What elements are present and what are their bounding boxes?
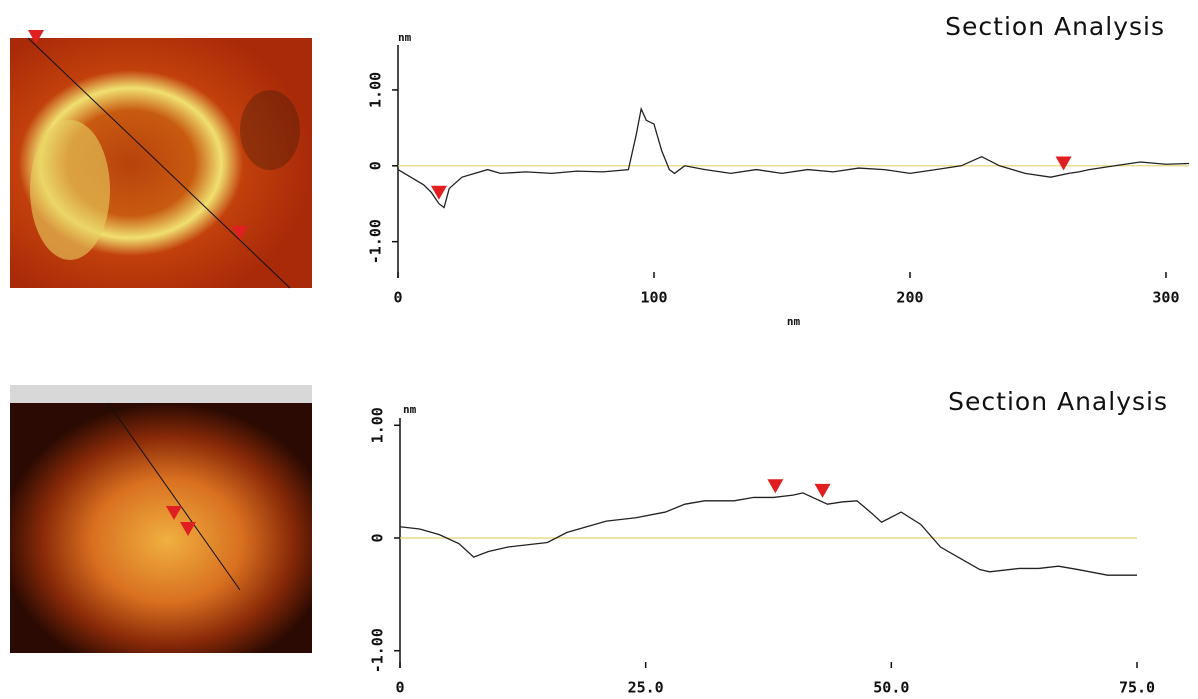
- y-tick-label: -1.00: [367, 219, 385, 264]
- x-axis-label: nm: [787, 315, 801, 328]
- x-tick-label: 100: [640, 289, 667, 307]
- x-tick-label: 25.0: [628, 679, 664, 697]
- section-marker: [430, 185, 447, 200]
- section-marker: [814, 483, 831, 498]
- chart-title: Section Analysis: [945, 12, 1165, 41]
- profile-line: [397, 106, 1190, 209]
- x-tick-label: 300: [1152, 289, 1179, 307]
- section-marker: [767, 479, 784, 494]
- profile-line: [399, 492, 1137, 576]
- y-tick-label: 1.00: [369, 407, 387, 443]
- y-tick-label: -1.00: [369, 628, 387, 673]
- y-axis-label: nm: [403, 403, 417, 416]
- section-marker: [1055, 156, 1072, 171]
- y-tick-label: 1.00: [367, 72, 385, 108]
- afm-image-bottom: [10, 385, 312, 653]
- x-tick-label: 200: [896, 289, 923, 307]
- x-tick-label: 50.0: [873, 679, 909, 697]
- y-tick-label: 0: [367, 161, 385, 170]
- chart-title: Section Analysis: [948, 387, 1168, 416]
- afm-image-top: [10, 30, 312, 289]
- y-tick-label: 0: [369, 533, 387, 542]
- x-tick-label: 0: [395, 679, 404, 697]
- x-tick-label: 0: [393, 289, 402, 307]
- x-tick-label: 75.0: [1119, 679, 1155, 697]
- y-axis-label: nm: [398, 31, 412, 44]
